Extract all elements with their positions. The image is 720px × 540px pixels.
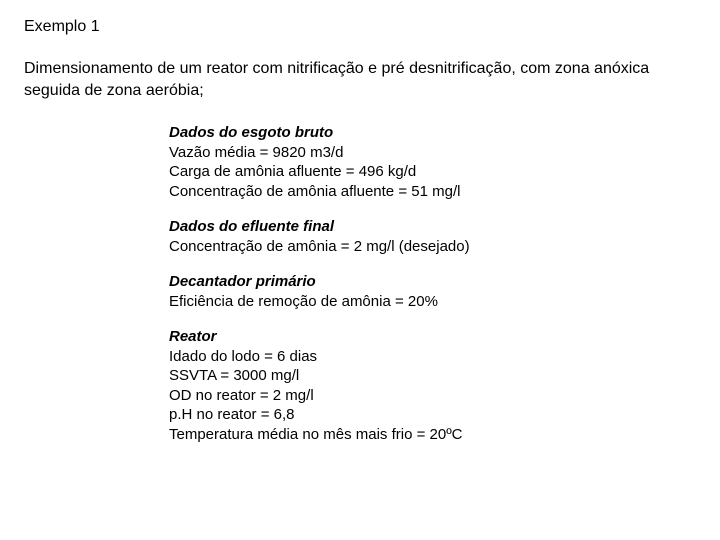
example-title: Exemplo 1 [24, 18, 696, 36]
section-reator: Reator Idado do lodo = 6 dias SSVTA = 30… [169, 327, 696, 444]
data-line: p.H no reator = 6,8 [169, 405, 696, 425]
section-header: Decantador primário [169, 272, 696, 292]
data-line: Carga de amônia afluente = 496 kg/d [169, 162, 696, 182]
intro-paragraph: Dimensionamento de um reator com nitrifi… [24, 58, 696, 101]
data-line: Eficiência de remoção de amônia = 20% [169, 292, 696, 312]
data-line: SSVTA = 3000 mg/l [169, 366, 696, 386]
data-line: Temperatura média no mês mais frio = 20º… [169, 425, 696, 445]
page: Exemplo 1 Dimensionamento de um reator c… [0, 0, 720, 540]
section-header: Dados do efluente final [169, 217, 696, 237]
section-efluente-final: Dados do efluente final Concentração de … [169, 217, 696, 256]
section-esgoto-bruto: Dados do esgoto bruto Vazão média = 9820… [169, 123, 696, 201]
section-decantador-primario: Decantador primário Eficiência de remoçã… [169, 272, 696, 311]
data-line: Concentração de amônia = 2 mg/l (desejad… [169, 237, 696, 257]
sections-container: Dados do esgoto bruto Vazão média = 9820… [169, 123, 696, 444]
data-line: Concentração de amônia afluente = 51 mg/… [169, 182, 696, 202]
section-header: Reator [169, 327, 696, 347]
data-line: OD no reator = 2 mg/l [169, 386, 696, 406]
data-line: Vazão média = 9820 m3/d [169, 143, 696, 163]
section-header: Dados do esgoto bruto [169, 123, 696, 143]
data-line: Idado do lodo = 6 dias [169, 347, 696, 367]
